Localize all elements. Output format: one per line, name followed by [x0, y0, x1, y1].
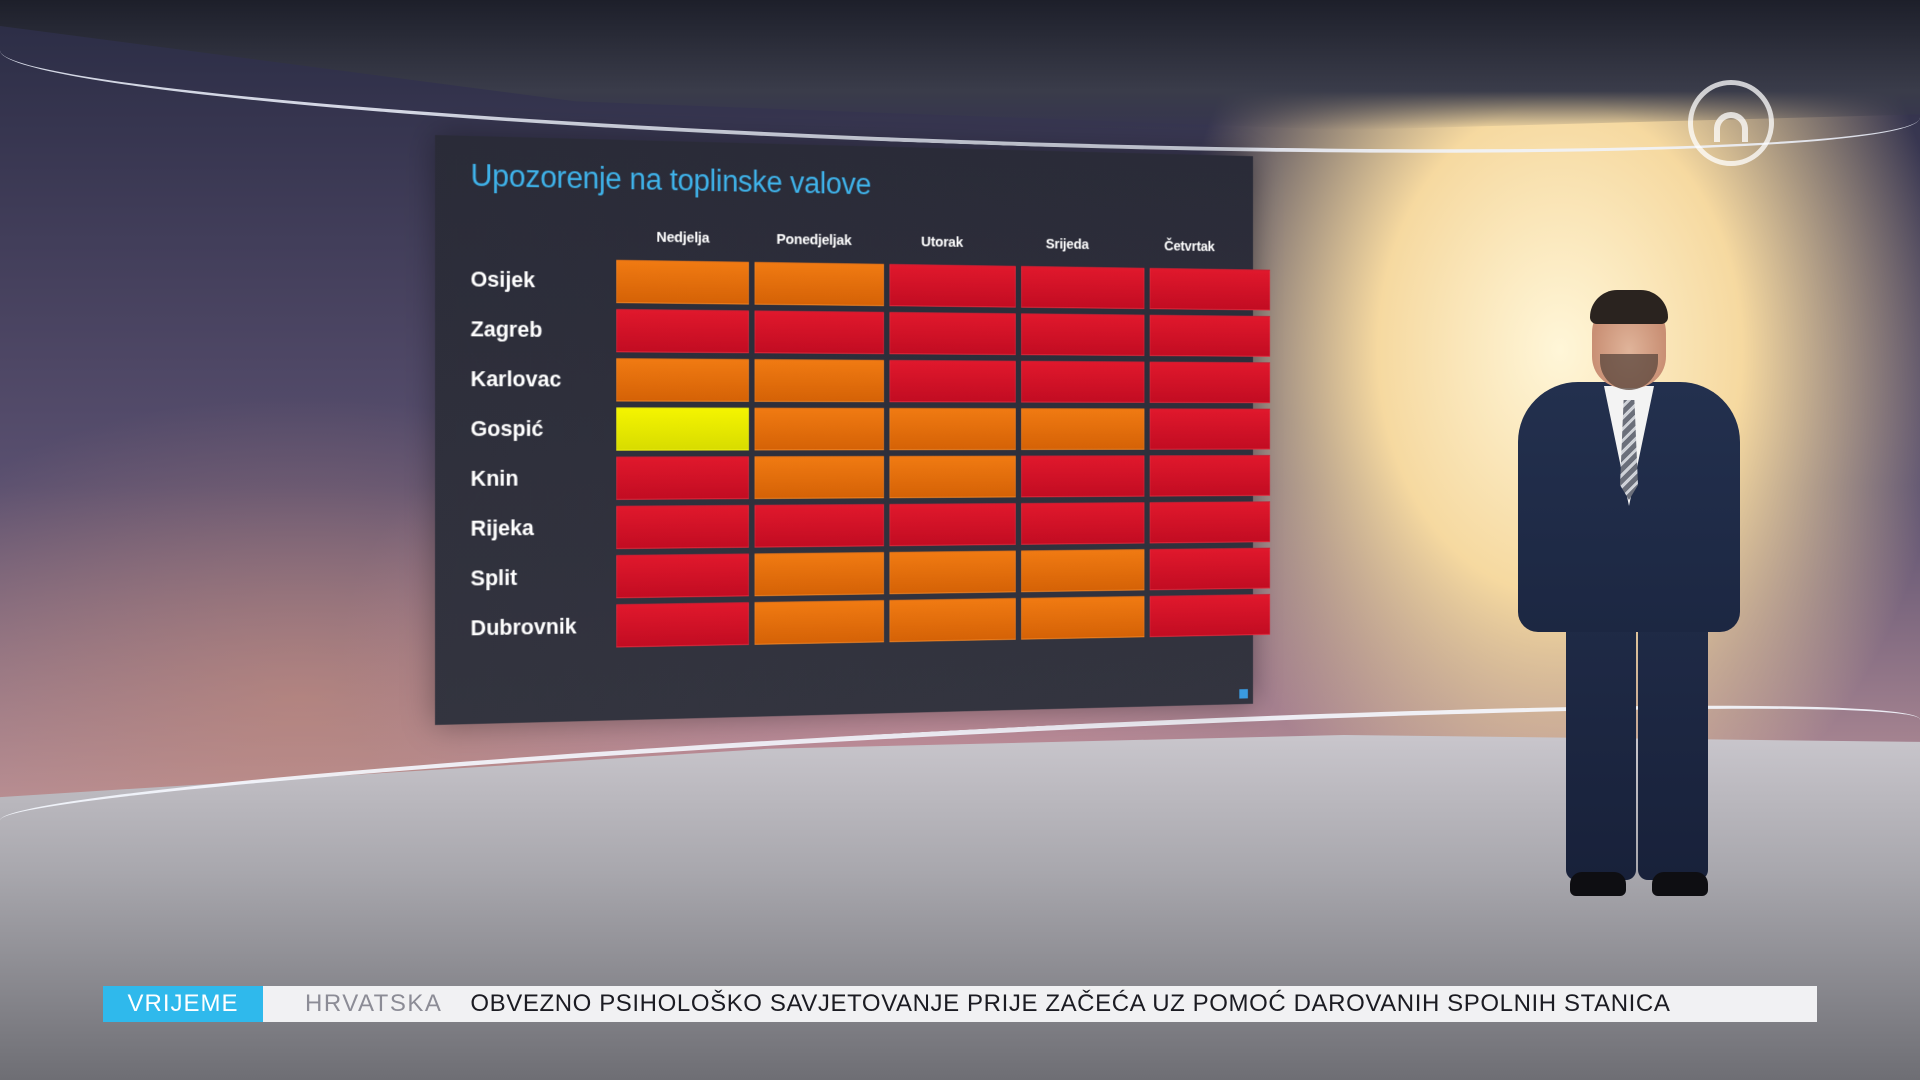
- presenter-tie: [1620, 400, 1638, 500]
- ticker-category: HRVATSKA: [305, 990, 443, 1017]
- presenter: [1500, 290, 1760, 910]
- board-title: Upozorenje na toplinske valove: [470, 157, 872, 202]
- warning-cell-red: [1149, 361, 1271, 404]
- day-header: Nedjelja: [656, 228, 710, 247]
- warning-cell-red: [616, 504, 749, 550]
- board-corner-mark: [1239, 689, 1248, 699]
- city-label: Zagreb: [470, 316, 543, 342]
- warning-cell-orange: [754, 407, 884, 451]
- warning-cell-orange: [616, 358, 749, 402]
- day-header: Četvrtak: [1164, 238, 1215, 255]
- warning-cell-red: [754, 310, 884, 355]
- warning-cell-red: [1149, 455, 1271, 497]
- city-label: Karlovac: [470, 366, 562, 392]
- city-label: Dubrovnik: [470, 613, 577, 641]
- city-row: Osijek: [471, 258, 1276, 311]
- city-label: Split: [470, 565, 518, 591]
- warning-cell-red: [1021, 502, 1145, 545]
- warning-cell-red: [1149, 547, 1271, 591]
- city-row: Knin: [471, 455, 1276, 501]
- warning-cell-orange: [1021, 408, 1145, 450]
- warning-cell-orange: [616, 259, 749, 305]
- warning-cell-red: [1149, 314, 1271, 357]
- warning-cell-orange: [1021, 549, 1145, 593]
- warning-cell-red: [1021, 313, 1145, 356]
- warning-cell-red: [1149, 267, 1271, 311]
- city-row: Split: [470, 547, 1276, 601]
- warning-cell-orange: [754, 600, 884, 645]
- warning-cell-red: [616, 602, 749, 648]
- news-ticker: VRIJEME HRVATSKA OBVEZNO PSIHOLOŠKO SAVJ…: [103, 986, 1817, 1022]
- warning-cell-yellow: [616, 407, 749, 451]
- heatwave-warning-board: Upozorenje na toplinske valove Nedjelja P…: [435, 135, 1271, 725]
- warning-cell-red: [1149, 594, 1271, 638]
- warning-cell-orange: [889, 550, 1016, 595]
- warning-cell-red: [616, 553, 749, 599]
- warning-cell-red: [1021, 360, 1145, 403]
- city-label: Gospić: [470, 416, 544, 441]
- warning-cell-red: [616, 308, 749, 354]
- ticker-tag: VRIJEME: [103, 986, 263, 1022]
- channel-logo-icon: [1688, 80, 1774, 166]
- warning-cell-orange: [754, 455, 884, 500]
- warning-cell-red: [1149, 501, 1271, 544]
- warning-cell-red: [889, 359, 1016, 403]
- warning-cell-orange: [1021, 595, 1145, 640]
- day-header-row: Nedjelja Ponedjeljak Utorak Srijeda Četvrtak: [616, 228, 1249, 255]
- presenter-shoe-right: [1652, 872, 1708, 896]
- warning-cell-red: [889, 311, 1016, 356]
- city-row: Zagreb: [470, 307, 1276, 357]
- day-header: Ponedjeljak: [776, 231, 852, 249]
- day-header: Utorak: [921, 233, 964, 251]
- presenter-shoe-left: [1570, 872, 1626, 896]
- warning-cell-red: [1149, 408, 1271, 450]
- city-row: Dubrovnik: [471, 594, 1276, 650]
- warning-cell-red: [889, 263, 1016, 308]
- warning-cell-orange: [889, 407, 1016, 451]
- city-label: Knin: [470, 465, 519, 491]
- warning-cell-red: [1021, 265, 1145, 310]
- city-row: Karlovac: [470, 357, 1276, 404]
- city-label: Osijek: [470, 266, 536, 293]
- city-label: Rijeka: [470, 515, 534, 541]
- presenter-hair: [1590, 290, 1668, 324]
- warning-cell-orange: [754, 359, 884, 403]
- presenter-leg-left: [1566, 620, 1636, 880]
- city-row: Gospić: [471, 407, 1276, 451]
- warning-cell-red: [754, 503, 884, 548]
- presenter-leg-right: [1638, 620, 1708, 880]
- warning-cell-orange: [754, 261, 884, 307]
- warning-cell-orange: [889, 597, 1016, 643]
- warning-cell-red: [889, 503, 1016, 547]
- warning-cell-red: [1021, 455, 1145, 498]
- ticker-headline: OBVEZNO PSIHOLOŠKO SAVJETOVANJE PRIJE ZA…: [470, 990, 1671, 1017]
- warning-cell-orange: [889, 455, 1016, 499]
- city-row: Rijeka: [471, 501, 1276, 550]
- warning-cell-red: [616, 456, 749, 500]
- warning-cell-orange: [754, 551, 884, 597]
- day-header: Srijeda: [1045, 235, 1089, 253]
